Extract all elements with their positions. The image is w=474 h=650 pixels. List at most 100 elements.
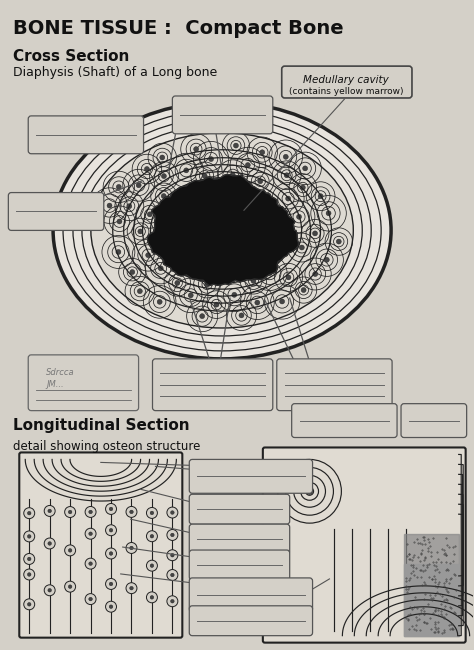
Circle shape [106, 601, 117, 612]
Text: (contains yellow marrow): (contains yellow marrow) [289, 87, 403, 96]
Text: Medullary cavity: Medullary cavity [303, 75, 389, 85]
Circle shape [137, 289, 142, 294]
Circle shape [146, 508, 157, 519]
Circle shape [157, 300, 162, 304]
Circle shape [232, 292, 237, 297]
FancyBboxPatch shape [28, 116, 144, 154]
Circle shape [303, 166, 308, 171]
Circle shape [89, 597, 92, 601]
Text: BONE TISSUE :  Compact Bone: BONE TISSUE : Compact Bone [13, 20, 344, 38]
Circle shape [116, 250, 121, 254]
Circle shape [175, 280, 180, 285]
Circle shape [326, 211, 331, 216]
Circle shape [85, 506, 96, 517]
Circle shape [280, 299, 284, 304]
Circle shape [85, 593, 96, 604]
Circle shape [48, 541, 52, 545]
FancyBboxPatch shape [292, 404, 397, 437]
Circle shape [27, 557, 31, 561]
Circle shape [184, 168, 189, 173]
Circle shape [318, 194, 323, 199]
Circle shape [85, 558, 96, 569]
Text: JM...: JM... [46, 380, 64, 389]
Circle shape [27, 573, 31, 577]
Circle shape [171, 599, 174, 603]
Circle shape [267, 270, 272, 276]
Circle shape [138, 229, 143, 234]
Circle shape [130, 546, 133, 550]
Circle shape [127, 203, 132, 209]
FancyBboxPatch shape [277, 359, 392, 411]
Circle shape [24, 508, 35, 519]
Circle shape [48, 509, 52, 513]
Circle shape [136, 183, 141, 188]
Circle shape [89, 532, 92, 536]
Ellipse shape [91, 133, 353, 328]
Circle shape [68, 585, 72, 588]
Circle shape [89, 510, 92, 514]
Circle shape [167, 530, 178, 540]
Circle shape [130, 586, 133, 590]
Circle shape [150, 564, 154, 567]
Circle shape [64, 545, 75, 556]
Circle shape [167, 550, 178, 561]
Circle shape [284, 173, 289, 177]
Circle shape [64, 581, 75, 592]
Circle shape [167, 596, 178, 606]
Polygon shape [147, 175, 298, 285]
Circle shape [301, 185, 305, 190]
Circle shape [130, 510, 133, 514]
Circle shape [109, 582, 113, 586]
Circle shape [205, 282, 210, 287]
Circle shape [161, 194, 166, 198]
Circle shape [312, 231, 318, 236]
FancyBboxPatch shape [9, 192, 104, 230]
Text: detail showing osteon structure: detail showing osteon structure [13, 439, 201, 452]
Circle shape [150, 511, 154, 515]
FancyBboxPatch shape [189, 606, 312, 636]
FancyBboxPatch shape [28, 355, 138, 411]
Circle shape [150, 534, 154, 538]
Circle shape [146, 253, 151, 257]
Circle shape [234, 143, 238, 148]
Circle shape [214, 302, 219, 307]
FancyBboxPatch shape [189, 524, 290, 554]
Circle shape [286, 196, 291, 201]
Circle shape [255, 300, 260, 305]
Ellipse shape [53, 102, 391, 359]
FancyBboxPatch shape [189, 460, 312, 493]
Circle shape [24, 554, 35, 564]
Circle shape [146, 592, 157, 603]
Circle shape [200, 314, 205, 318]
FancyBboxPatch shape [153, 359, 273, 411]
Circle shape [146, 531, 157, 541]
FancyBboxPatch shape [173, 96, 273, 134]
Circle shape [24, 569, 35, 580]
FancyBboxPatch shape [19, 452, 182, 638]
Circle shape [171, 573, 174, 577]
Circle shape [160, 155, 165, 160]
Circle shape [68, 510, 72, 514]
Circle shape [44, 538, 55, 549]
Circle shape [147, 212, 152, 217]
Circle shape [107, 203, 112, 208]
Circle shape [301, 287, 306, 292]
Circle shape [126, 543, 137, 553]
FancyBboxPatch shape [189, 494, 290, 524]
FancyBboxPatch shape [263, 447, 465, 643]
Circle shape [167, 507, 178, 518]
Circle shape [44, 506, 55, 516]
Text: Cross Section: Cross Section [13, 49, 130, 64]
FancyBboxPatch shape [401, 404, 466, 437]
Circle shape [150, 595, 154, 599]
Circle shape [324, 257, 329, 263]
Circle shape [27, 512, 31, 515]
Circle shape [106, 578, 117, 590]
Circle shape [145, 166, 149, 172]
Circle shape [109, 507, 113, 511]
Circle shape [286, 275, 291, 280]
Circle shape [146, 560, 157, 571]
Text: Diaphysis (Shaft) of a Long bone: Diaphysis (Shaft) of a Long bone [13, 66, 218, 79]
Circle shape [106, 548, 117, 559]
Circle shape [260, 150, 265, 155]
